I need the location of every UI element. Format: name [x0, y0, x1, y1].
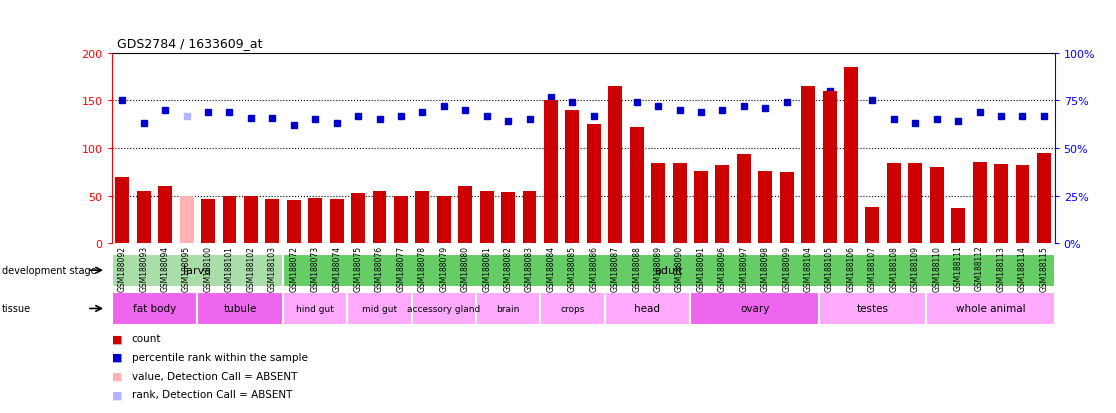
Bar — [629, 128, 644, 244]
Bar — [608, 87, 623, 244]
Bar — [926, 292, 1055, 325]
Bar — [543, 101, 558, 244]
Text: rank, Detection Call = ABSENT: rank, Detection Call = ABSENT — [132, 389, 292, 399]
Bar — [394, 196, 408, 244]
Bar — [694, 171, 708, 244]
Text: tubule: tubule — [223, 304, 257, 314]
Text: ■: ■ — [112, 334, 122, 344]
Bar — [436, 196, 451, 244]
Text: whole animal: whole animal — [955, 304, 1026, 314]
Bar — [112, 292, 198, 325]
Bar — [951, 209, 965, 244]
Bar — [715, 166, 730, 244]
Bar — [480, 192, 493, 244]
Bar — [1037, 154, 1051, 244]
Bar — [244, 196, 258, 244]
Bar — [308, 198, 323, 244]
Bar — [844, 68, 858, 244]
Text: percentile rank within the sample: percentile rank within the sample — [132, 352, 308, 362]
Bar — [605, 292, 691, 325]
Bar — [522, 192, 537, 244]
Bar — [347, 292, 412, 325]
Bar — [651, 164, 665, 244]
Bar — [198, 292, 283, 325]
Bar — [283, 254, 1055, 287]
Bar — [866, 208, 879, 244]
Bar — [887, 164, 901, 244]
Bar — [673, 164, 686, 244]
Bar — [459, 187, 472, 244]
Bar — [501, 192, 516, 244]
Text: accessory gland: accessory gland — [407, 304, 480, 313]
Bar — [780, 173, 793, 244]
Text: ovary: ovary — [740, 304, 769, 314]
Bar — [180, 196, 193, 244]
Bar — [115, 177, 129, 244]
Bar — [587, 125, 600, 244]
Bar — [758, 171, 772, 244]
Text: ■: ■ — [112, 352, 122, 362]
Text: ■: ■ — [112, 371, 122, 381]
Text: ■: ■ — [112, 389, 122, 399]
Text: hind gut: hind gut — [296, 304, 334, 313]
Text: adult: adult — [654, 266, 683, 275]
Bar — [158, 187, 172, 244]
Bar — [287, 201, 300, 244]
Bar — [201, 199, 215, 244]
Text: crops: crops — [560, 304, 585, 313]
Text: development stage: development stage — [2, 266, 97, 275]
Text: tissue: tissue — [2, 304, 31, 314]
Bar — [329, 199, 344, 244]
Bar — [1016, 166, 1029, 244]
Text: value, Detection Call = ABSENT: value, Detection Call = ABSENT — [132, 371, 297, 381]
Bar — [222, 196, 237, 244]
Bar — [373, 192, 386, 244]
Bar — [994, 165, 1008, 244]
Bar — [412, 292, 475, 325]
Bar — [822, 92, 837, 244]
Bar — [475, 292, 540, 325]
Bar — [566, 111, 579, 244]
Bar — [352, 193, 365, 244]
Bar — [137, 192, 151, 244]
Bar — [930, 168, 944, 244]
Bar — [415, 192, 430, 244]
Text: GDS2784 / 1633609_at: GDS2784 / 1633609_at — [117, 37, 262, 50]
Text: larva: larva — [183, 266, 211, 275]
Text: fat body: fat body — [133, 304, 176, 314]
Bar — [691, 292, 819, 325]
Text: count: count — [132, 334, 161, 344]
Text: head: head — [634, 304, 661, 314]
Bar — [737, 154, 751, 244]
Bar — [283, 292, 347, 325]
Text: brain: brain — [497, 304, 520, 313]
Bar — [819, 292, 926, 325]
Bar — [973, 163, 987, 244]
Bar — [801, 87, 815, 244]
Bar — [908, 164, 922, 244]
Bar — [112, 254, 283, 287]
Bar — [540, 292, 605, 325]
Bar — [266, 199, 279, 244]
Text: testes: testes — [856, 304, 888, 314]
Text: mid gut: mid gut — [362, 304, 397, 313]
